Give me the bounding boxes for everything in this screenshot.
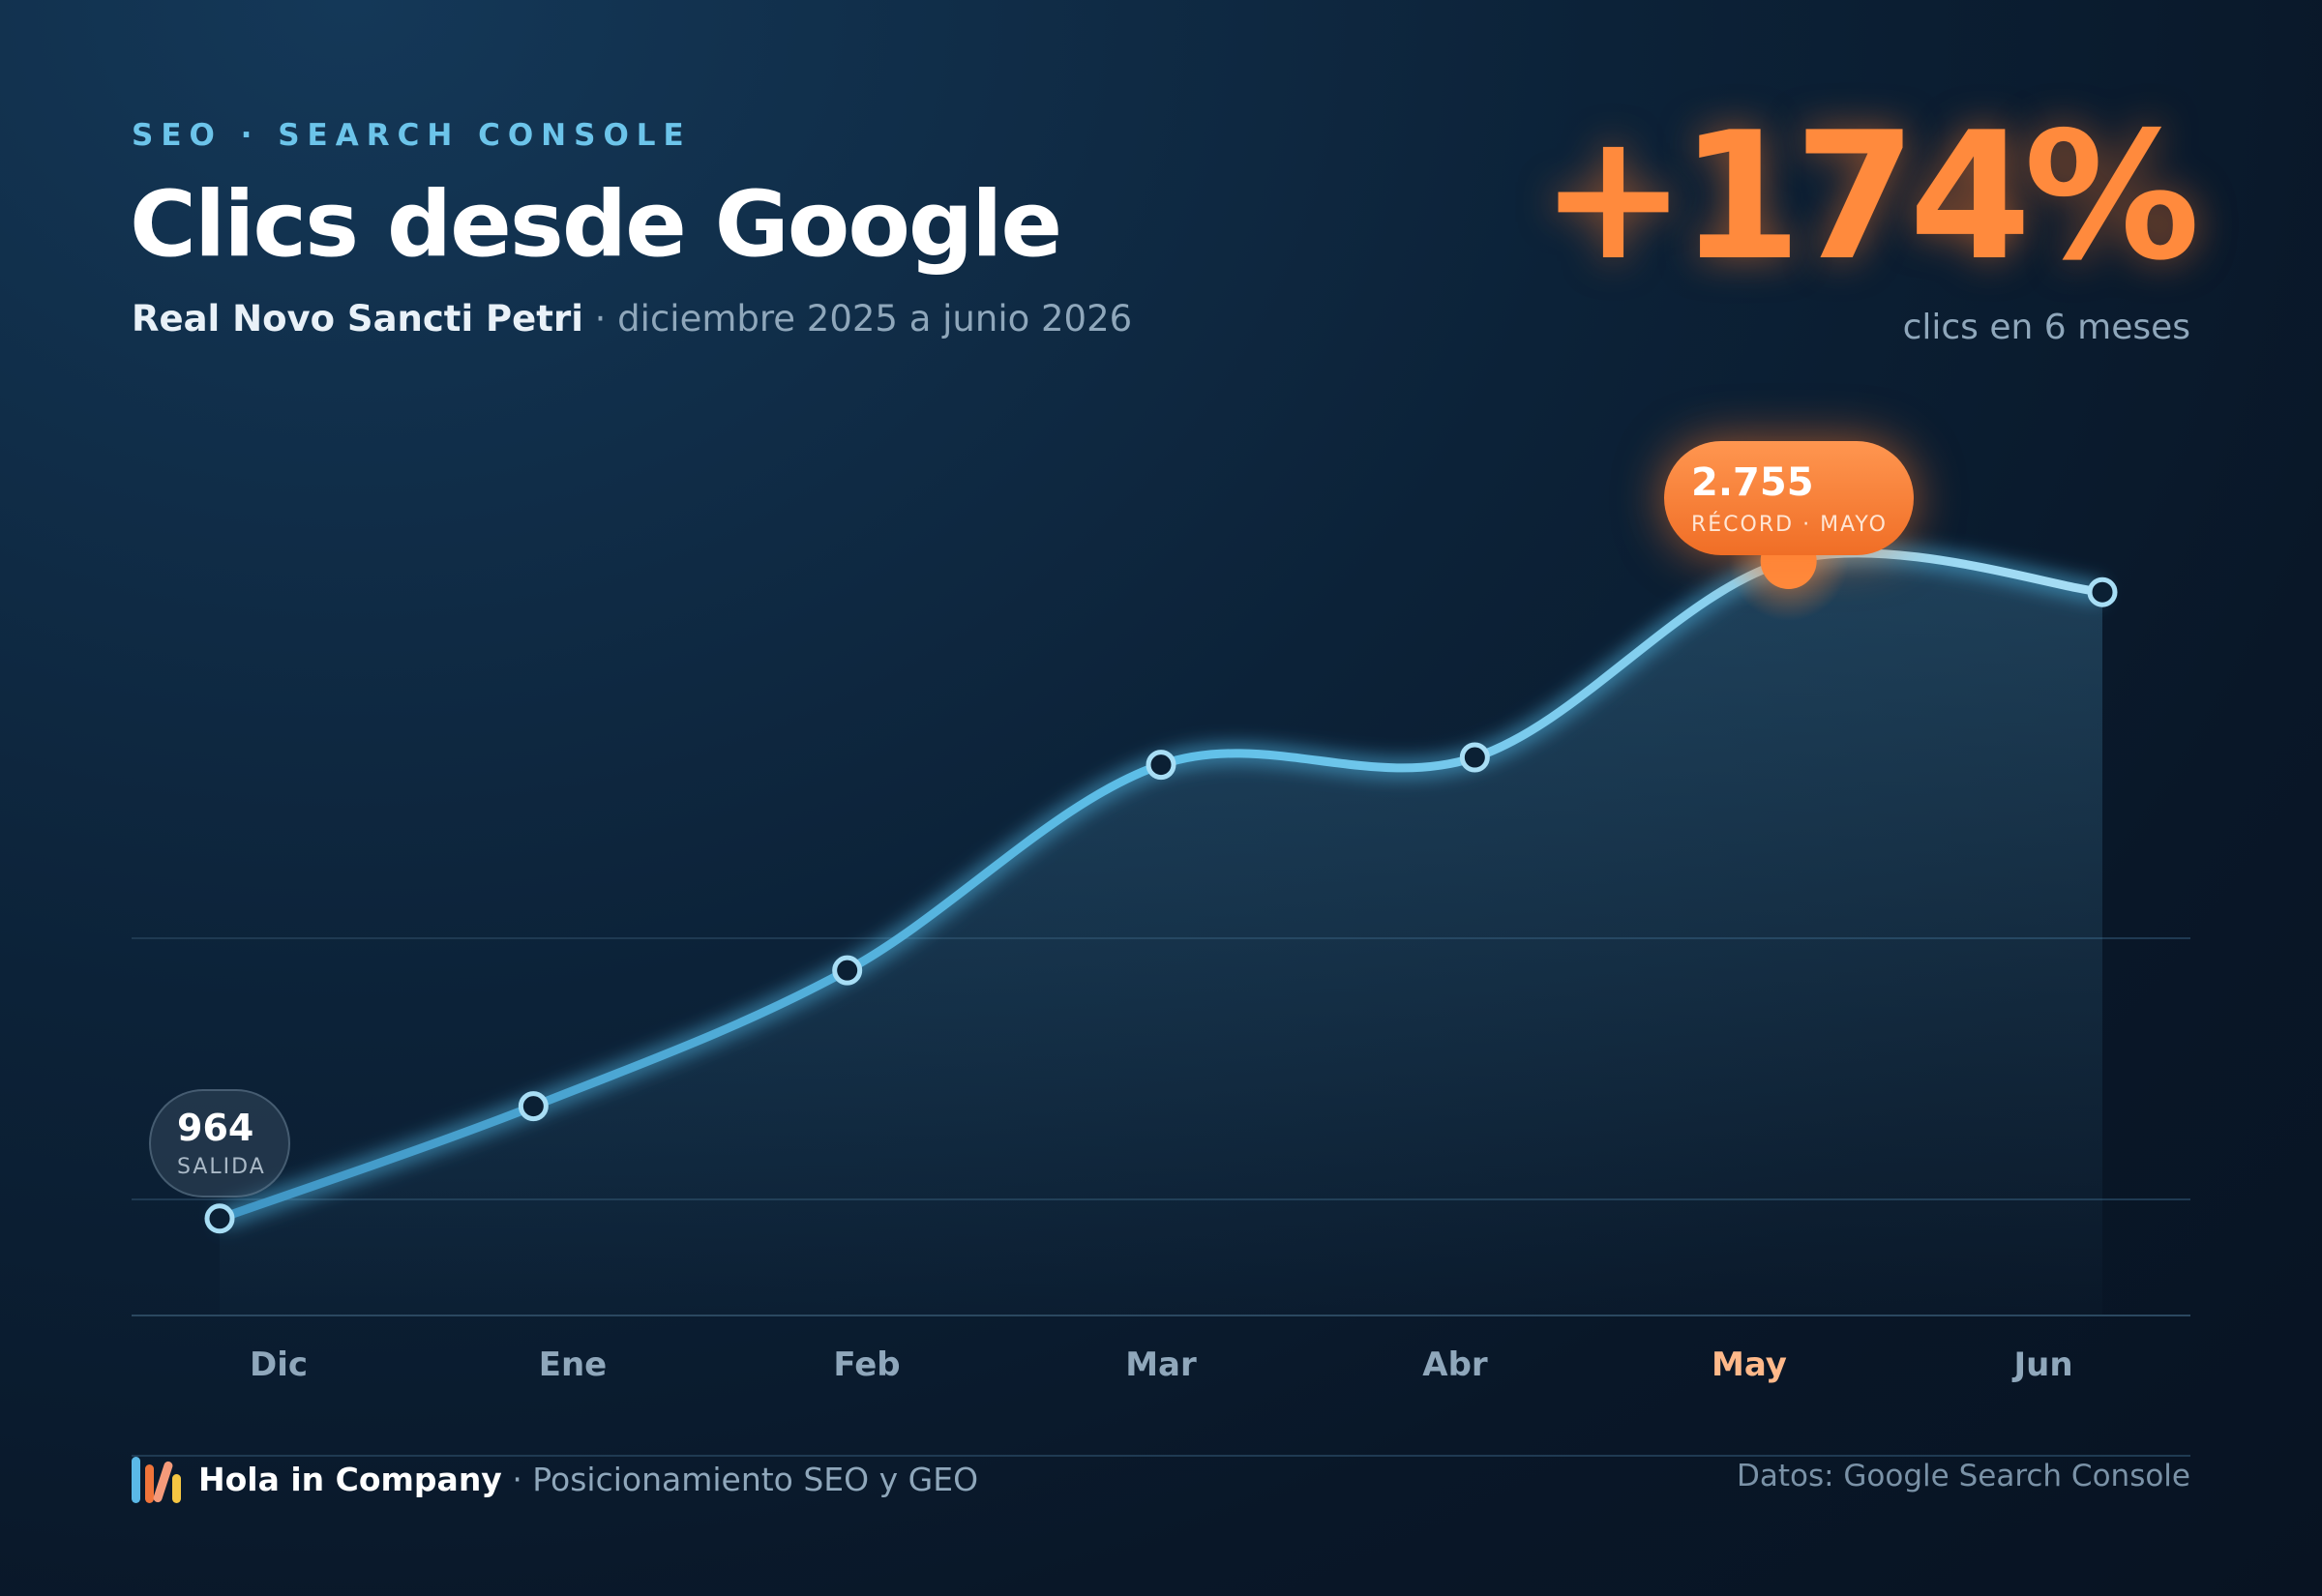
x-tick-label: Ene bbox=[539, 1345, 608, 1384]
brand-name: Hola in Company bbox=[198, 1460, 502, 1498]
peak-value-badge: 2.755 RÉCORD · MAYO bbox=[1664, 441, 1914, 555]
chart-title: Clics desde Google bbox=[130, 172, 1062, 278]
date-range: · diciembre 2025 a junio 2026 bbox=[582, 298, 1133, 340]
footer-brand: Hola in Company · Posicionamiento SEO y … bbox=[132, 1455, 978, 1504]
x-tick-label: Jun bbox=[2011, 1345, 2072, 1384]
data-point bbox=[204, 1203, 235, 1234]
chart-subtitle: Real Novo Sancti Petri · diciembre 2025 … bbox=[132, 298, 1132, 340]
kpi-caption: clics en 6 meses bbox=[1902, 308, 2190, 347]
logo-bar bbox=[172, 1474, 181, 1503]
client-name: Real Novo Sancti Petri bbox=[132, 298, 583, 340]
logo-bar bbox=[132, 1457, 140, 1503]
data-point bbox=[2087, 576, 2118, 607]
kpi-value: +174% bbox=[1539, 94, 2200, 299]
logo-bar bbox=[152, 1460, 174, 1504]
area-fill bbox=[220, 552, 2102, 1315]
data-source: Datos: Google Search Console bbox=[1736, 1459, 2190, 1493]
x-tick-label: Abr bbox=[1422, 1345, 1488, 1384]
x-tick-label: May bbox=[1712, 1345, 1787, 1384]
data-point bbox=[1146, 750, 1176, 781]
x-axis-labels: Dic Ene Feb Mar Abr May Jun bbox=[250, 1345, 2073, 1384]
brand-tagline: · Posicionamiento SEO y GEO bbox=[501, 1460, 979, 1498]
x-tick-label: Mar bbox=[1125, 1345, 1197, 1384]
data-point bbox=[518, 1091, 549, 1122]
start-label: SALIDA bbox=[177, 1155, 266, 1179]
chart-eyebrow: SEO · SEARCH CONSOLE bbox=[132, 118, 692, 153]
data-point bbox=[1459, 742, 1490, 773]
data-point bbox=[832, 955, 863, 986]
peak-label: RÉCORD · MAYO bbox=[1691, 513, 1888, 537]
start-value-badge: 964 SALIDA bbox=[149, 1089, 290, 1197]
start-value: 964 bbox=[177, 1107, 254, 1149]
peak-value: 2.755 bbox=[1691, 460, 1814, 505]
logo-bar bbox=[145, 1464, 154, 1503]
brand-logo-icon bbox=[132, 1455, 181, 1504]
footer-brand-text: Hola in Company · Posicionamiento SEO y … bbox=[198, 1461, 978, 1498]
x-tick-label: Dic bbox=[250, 1345, 308, 1384]
x-tick-label: Feb bbox=[833, 1345, 900, 1384]
